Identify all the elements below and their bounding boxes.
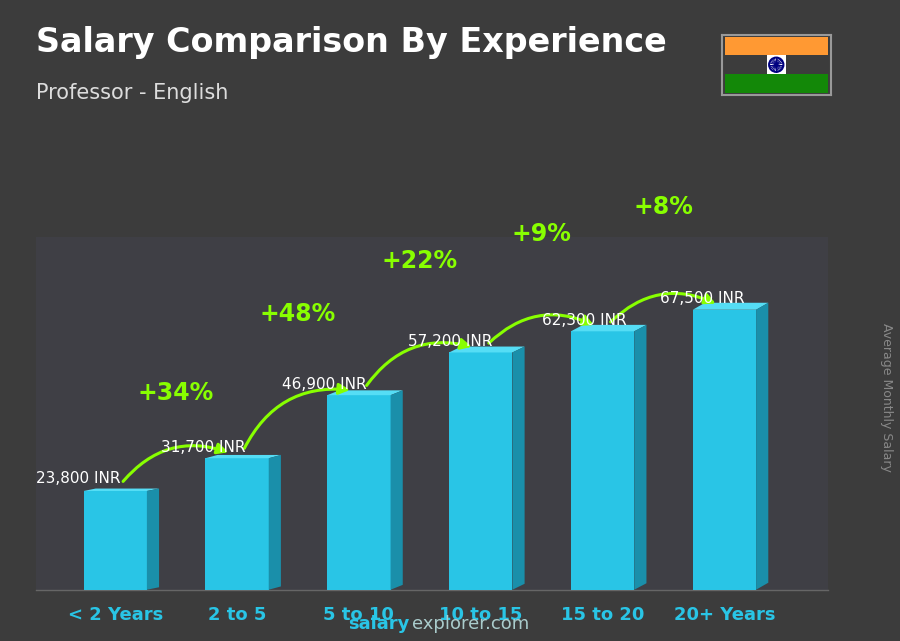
Polygon shape [512, 347, 525, 590]
Bar [84, 491, 147, 590]
Text: +48%: +48% [260, 303, 336, 326]
Polygon shape [328, 390, 403, 395]
Text: salary: salary [348, 615, 410, 633]
Bar [328, 395, 391, 590]
Circle shape [775, 63, 778, 66]
Polygon shape [391, 390, 403, 590]
Text: 23,800 INR: 23,800 INR [36, 470, 121, 486]
Bar [693, 310, 756, 590]
Text: +8%: +8% [634, 196, 693, 219]
Text: 31,700 INR: 31,700 INR [161, 440, 245, 454]
Polygon shape [756, 303, 769, 590]
Text: +22%: +22% [382, 249, 458, 273]
Polygon shape [571, 325, 646, 331]
Text: Average Monthly Salary: Average Monthly Salary [880, 323, 893, 472]
Bar [571, 331, 634, 590]
Bar [205, 458, 269, 590]
Bar [449, 353, 512, 590]
Text: +9%: +9% [512, 222, 572, 246]
Text: 67,500 INR: 67,500 INR [661, 291, 744, 306]
Text: +34%: +34% [138, 381, 214, 405]
Polygon shape [693, 303, 769, 310]
Polygon shape [147, 488, 159, 590]
Polygon shape [634, 325, 646, 590]
Polygon shape [269, 455, 281, 590]
Text: 46,900 INR: 46,900 INR [283, 377, 367, 392]
Text: 57,200 INR: 57,200 INR [408, 334, 492, 349]
Polygon shape [449, 347, 525, 353]
Text: Professor - English: Professor - English [36, 83, 229, 103]
Polygon shape [205, 455, 281, 458]
Text: Salary Comparison By Experience: Salary Comparison By Experience [36, 26, 667, 58]
Text: explorer.com: explorer.com [412, 615, 529, 633]
Polygon shape [84, 488, 159, 491]
Text: 62,300 INR: 62,300 INR [542, 313, 626, 328]
